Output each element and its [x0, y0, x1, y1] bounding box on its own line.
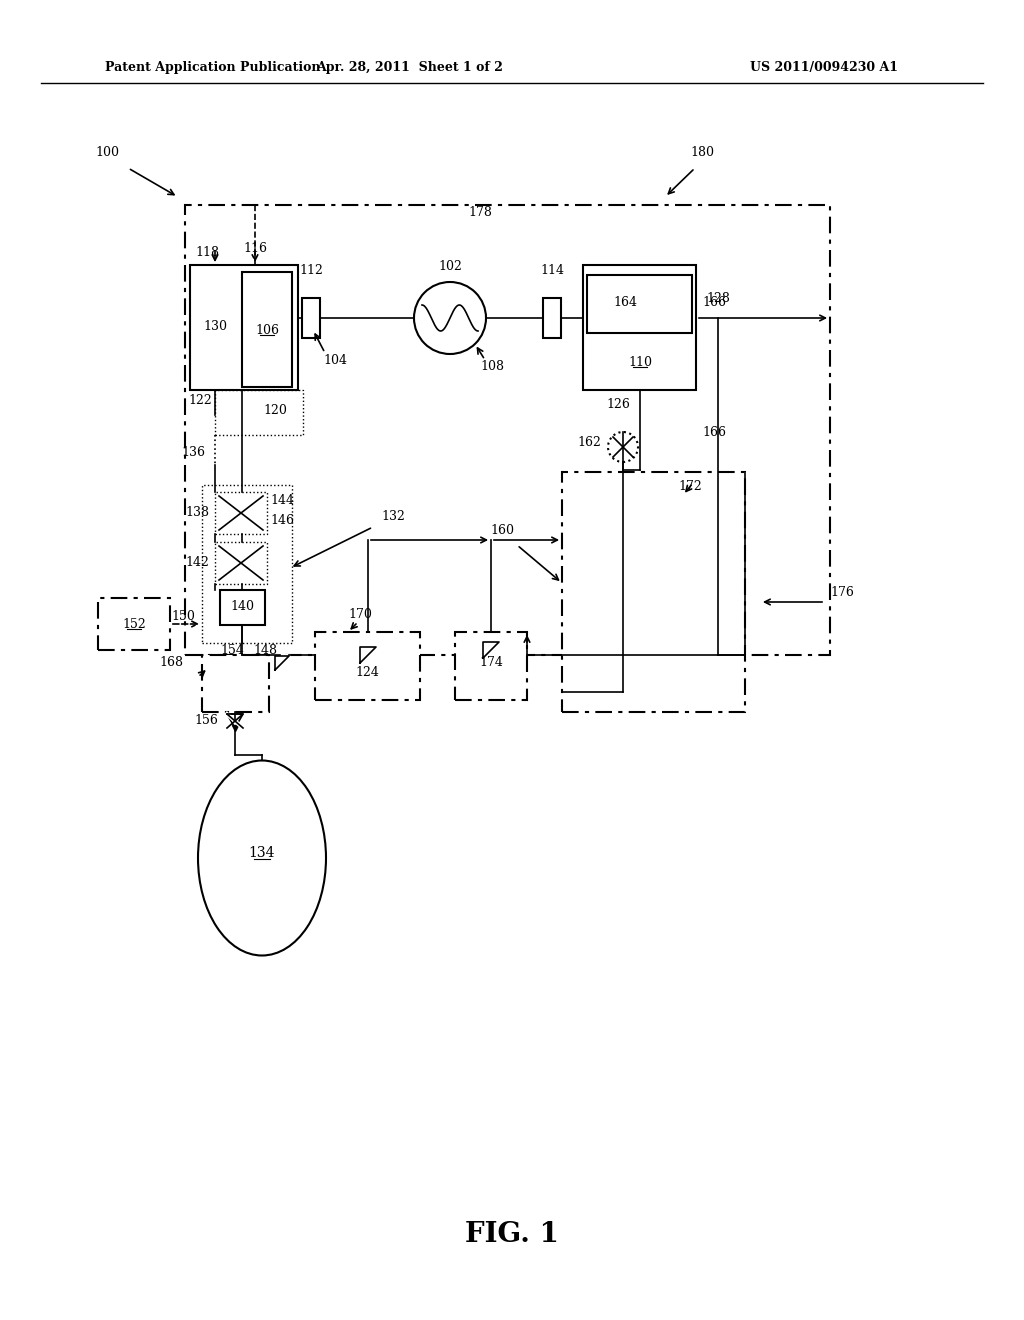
- Text: 134: 134: [249, 846, 275, 861]
- Text: 154: 154: [220, 644, 244, 656]
- Text: 174: 174: [479, 656, 503, 668]
- Text: 150: 150: [171, 610, 195, 623]
- Text: 166: 166: [702, 425, 726, 438]
- Bar: [455, 632, 527, 700]
- Text: 130: 130: [203, 321, 227, 334]
- Text: 108: 108: [480, 359, 504, 372]
- Bar: [202, 484, 292, 643]
- Text: 172: 172: [678, 480, 701, 494]
- Bar: [98, 598, 170, 649]
- Text: US 2011/0094230 A1: US 2011/0094230 A1: [750, 62, 898, 74]
- Bar: [543, 298, 561, 338]
- Text: 160: 160: [490, 524, 514, 536]
- Text: 162: 162: [578, 436, 601, 449]
- Text: 142: 142: [185, 557, 209, 569]
- Text: 132: 132: [381, 511, 404, 524]
- Text: 140: 140: [230, 601, 254, 614]
- Text: 170: 170: [348, 609, 372, 622]
- Text: 122: 122: [188, 393, 212, 407]
- Bar: [215, 389, 303, 436]
- Bar: [202, 655, 269, 711]
- Bar: [215, 543, 267, 583]
- Text: 164: 164: [613, 297, 637, 309]
- Text: 136: 136: [181, 446, 205, 459]
- Text: 166: 166: [702, 296, 726, 309]
- Text: 128: 128: [706, 292, 730, 305]
- Text: 110: 110: [628, 355, 652, 368]
- Bar: [220, 590, 265, 624]
- Bar: [215, 492, 267, 535]
- Text: 114: 114: [540, 264, 564, 276]
- Text: 144: 144: [270, 494, 294, 507]
- Text: 100: 100: [95, 147, 119, 160]
- Text: 168: 168: [159, 656, 183, 668]
- Bar: [302, 298, 319, 338]
- Text: 180: 180: [690, 147, 714, 160]
- Text: 112: 112: [299, 264, 323, 276]
- Text: 146: 146: [270, 513, 294, 527]
- Text: 178: 178: [468, 206, 492, 219]
- Bar: [587, 275, 692, 333]
- Bar: [242, 272, 292, 387]
- Text: Patent Application Publication: Patent Application Publication: [105, 62, 321, 74]
- Bar: [315, 632, 420, 700]
- Text: 148: 148: [253, 644, 278, 656]
- Text: 116: 116: [243, 242, 267, 255]
- Bar: [185, 205, 830, 655]
- Text: 104: 104: [323, 354, 347, 367]
- Text: FIG. 1: FIG. 1: [465, 1221, 559, 1249]
- Ellipse shape: [198, 760, 326, 956]
- Text: 176: 176: [830, 586, 854, 599]
- Text: 126: 126: [606, 399, 630, 412]
- Text: 118: 118: [195, 247, 219, 260]
- Text: 124: 124: [355, 667, 379, 680]
- Text: 156: 156: [195, 714, 218, 726]
- Bar: [583, 265, 696, 389]
- Bar: [190, 265, 298, 389]
- Text: 106: 106: [255, 323, 279, 337]
- Text: Apr. 28, 2011  Sheet 1 of 2: Apr. 28, 2011 Sheet 1 of 2: [316, 62, 504, 74]
- Text: 120: 120: [263, 404, 287, 417]
- Text: 102: 102: [438, 260, 462, 272]
- Text: 138: 138: [185, 507, 209, 520]
- Text: 152: 152: [122, 618, 145, 631]
- Bar: [562, 473, 745, 711]
